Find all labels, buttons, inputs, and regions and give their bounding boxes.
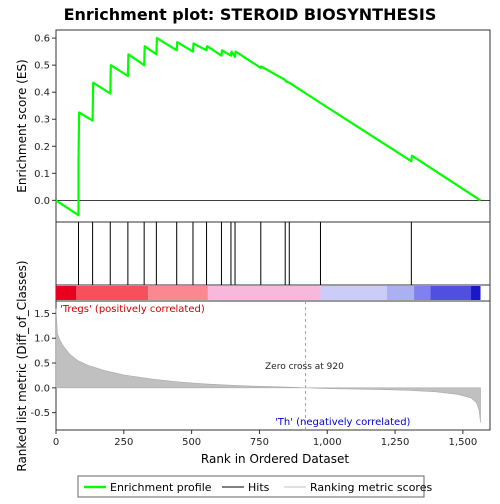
hits-panel-frame bbox=[55, 221, 491, 286]
x-tick-label: 250 bbox=[114, 437, 133, 448]
es-y-tick-label: 0.3 bbox=[34, 115, 50, 126]
heat-segment bbox=[414, 286, 431, 300]
negative-class-label: 'Th' (negatively correlated) bbox=[275, 417, 411, 428]
es-y-tick-label: 0.5 bbox=[34, 61, 50, 72]
legend-metric-label: Ranking metric scores bbox=[310, 481, 432, 494]
heat-segment bbox=[207, 286, 321, 300]
x-tick-label: 1,500 bbox=[449, 437, 478, 448]
heat-segment bbox=[56, 286, 77, 300]
x-tick-label: 1,000 bbox=[313, 437, 342, 448]
heat-segment bbox=[320, 286, 387, 300]
heat-segment bbox=[148, 286, 208, 300]
ranking-metric-group bbox=[55, 301, 481, 430]
es-y-tick-label: 0.0 bbox=[34, 196, 50, 207]
legend-box bbox=[77, 475, 425, 498]
ranked-heatmap-bar bbox=[56, 286, 481, 300]
metric-y-axis-title: Ranked list metric (Diff_of_Classes) bbox=[15, 260, 29, 471]
heat-segment bbox=[386, 286, 415, 300]
heat-segment bbox=[471, 286, 481, 300]
es-panel-frame bbox=[55, 29, 491, 223]
zero-cross-label: Zero cross at 920 bbox=[265, 362, 344, 372]
hits-group bbox=[78, 222, 412, 285]
metric-y-tick-label: 0.5 bbox=[34, 359, 50, 370]
es-y-tick-label: 0.1 bbox=[34, 169, 50, 180]
x-axis-title: Rank in Ordered Dataset bbox=[201, 452, 349, 466]
metric-y-axis: -0.5 0.0 0.5 1.0 1.5 bbox=[30, 309, 56, 419]
chart-title: Enrichment plot: STEROID BIOSYNTHESIS bbox=[64, 5, 437, 24]
heat-segment bbox=[430, 286, 472, 300]
x-axis: 0 250 500 750 1,000 1,250 1,500 bbox=[53, 430, 477, 448]
metric-y-tick-label: 0.0 bbox=[34, 383, 50, 394]
legend-profile-label: Enrichment profile bbox=[110, 481, 212, 494]
legend: Enrichment profile Hits Ranking metric s… bbox=[77, 475, 432, 498]
x-tick-label: 750 bbox=[250, 437, 269, 448]
positive-class-label: 'Tregs' (positively correlated) bbox=[60, 304, 205, 315]
es-y-axis-title: Enrichment score (ES) bbox=[15, 59, 29, 192]
x-tick-label: 0 bbox=[53, 437, 59, 448]
metric-y-tick-label: 1.0 bbox=[34, 334, 50, 345]
es-y-axis: 0.0 0.1 0.2 0.3 0.4 0.5 0.6 bbox=[34, 34, 56, 207]
ranking-metric-area bbox=[55, 308, 481, 423]
es-y-tick-label: 0.4 bbox=[34, 88, 50, 99]
metric-y-tick-label: 1.5 bbox=[34, 309, 50, 320]
enrichment-profile-line bbox=[55, 36, 482, 217]
legend-hits-label: Hits bbox=[248, 481, 270, 494]
enrichment-profile-group bbox=[55, 36, 482, 217]
x-tick-label: 500 bbox=[182, 437, 201, 448]
x-tick-label: 1,250 bbox=[381, 437, 410, 448]
metric-y-tick-label: -0.5 bbox=[30, 408, 50, 419]
es-y-tick-label: 0.6 bbox=[34, 34, 50, 45]
heat-segment bbox=[76, 286, 149, 300]
es-y-tick-label: 0.2 bbox=[34, 142, 50, 153]
